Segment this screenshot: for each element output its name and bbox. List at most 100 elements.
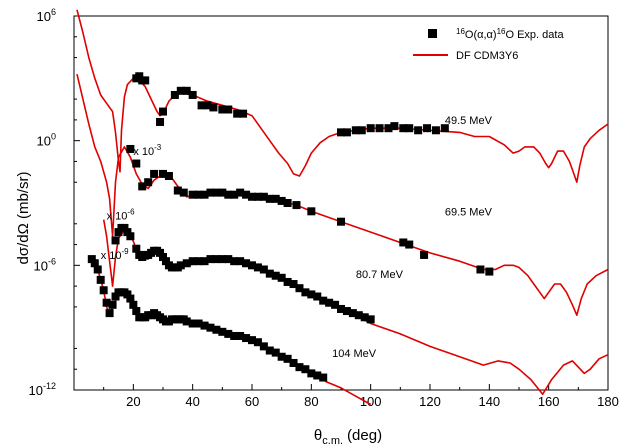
data-point [99, 286, 108, 295]
data-point [283, 354, 292, 363]
data-point [170, 90, 179, 99]
data-point [132, 159, 141, 168]
y-tick-base: 10 [29, 383, 43, 398]
data-point [230, 190, 239, 199]
theory-curves [76, 9, 609, 406]
x-tick-label: 160 [538, 394, 560, 409]
legend-exp-sup: 16 [456, 27, 465, 36]
data-point [283, 277, 292, 286]
data-point [212, 255, 221, 264]
data-point [179, 188, 188, 197]
data-point [203, 101, 212, 110]
energy-label: 69.5 MeV [445, 206, 493, 218]
data-point [337, 217, 345, 226]
data-point [126, 144, 135, 153]
data-point [259, 342, 268, 351]
data-point [476, 265, 485, 274]
data-point [248, 192, 256, 201]
data-point [342, 307, 351, 316]
data-point [307, 369, 316, 378]
legend-marker [428, 29, 437, 38]
theory-curve [76, 9, 609, 183]
y-tick-base: 10 [34, 258, 48, 273]
data-point [313, 371, 322, 380]
data-point [342, 128, 351, 137]
data-point [108, 300, 117, 309]
data-point [194, 257, 203, 266]
data-point [209, 103, 218, 112]
data-point [277, 352, 286, 361]
data-point [156, 248, 165, 257]
data-point [176, 261, 185, 270]
data-point [271, 194, 280, 203]
data-point [197, 101, 206, 110]
data-point [126, 294, 135, 303]
data-point [123, 228, 132, 237]
data-point [159, 253, 167, 262]
scale-base: x 10 [107, 211, 128, 223]
data-point [126, 232, 135, 241]
data-point [105, 309, 114, 318]
data-point [259, 192, 268, 201]
data-point [194, 190, 203, 199]
data-point [236, 188, 245, 197]
legend-theory-label: DF CDM3Y6 [456, 50, 518, 62]
data-point [200, 321, 209, 330]
data-point [150, 169, 159, 178]
data-point [399, 124, 408, 133]
data-point [242, 334, 251, 343]
data-point [259, 265, 268, 274]
data-point [366, 315, 375, 324]
data-point [233, 109, 242, 118]
data-point [242, 190, 251, 199]
plot-frame [73, 15, 609, 391]
data-point [132, 244, 141, 253]
data-point [96, 275, 105, 284]
data-point [265, 346, 274, 355]
data-point [182, 317, 191, 326]
x-tick-label: 60 [245, 394, 259, 409]
legend-exp-tail: O Exp. data [505, 29, 564, 41]
data-point [188, 190, 197, 199]
y-axis-title: dσ/dΩ (mb/sr) [15, 172, 32, 265]
data-point [265, 194, 274, 203]
energy-label: 104 MeV [332, 348, 377, 360]
data-point [200, 257, 209, 266]
data-point [206, 188, 215, 197]
scale-base: x 10 [101, 250, 122, 262]
data-point [307, 207, 316, 216]
data-point [313, 292, 322, 301]
scale-base: x 10 [133, 146, 154, 158]
data-point [173, 186, 182, 195]
legend-exp-sup2: 16 [497, 27, 506, 36]
data-point [218, 105, 227, 114]
data-point [135, 72, 144, 81]
data-point [319, 373, 328, 382]
data-point [164, 171, 173, 180]
data-point [337, 304, 345, 313]
data-point [236, 257, 245, 266]
data-point [141, 76, 150, 85]
data-point [129, 300, 138, 309]
data-point [414, 126, 423, 135]
scale-exp: -9 [121, 247, 129, 256]
data-point [485, 267, 494, 276]
x-tick-label: 80 [304, 394, 318, 409]
data-point [307, 290, 316, 299]
data-point [319, 296, 328, 305]
data-point [354, 311, 363, 320]
y-tick-label: 10-6 [34, 256, 56, 273]
data-point [265, 269, 274, 278]
data-point [325, 298, 334, 307]
data-point [87, 255, 96, 264]
energy-label: 80.7 MeV [356, 269, 404, 281]
data-point [283, 199, 292, 207]
data-point [93, 265, 102, 274]
data-point [224, 105, 233, 114]
data-point [194, 319, 203, 328]
data-point [360, 313, 369, 322]
data-point [399, 238, 408, 247]
data-point [218, 327, 227, 336]
x-axis: 20 40 60 80 100 120 140 160 180 [103, 384, 619, 409]
